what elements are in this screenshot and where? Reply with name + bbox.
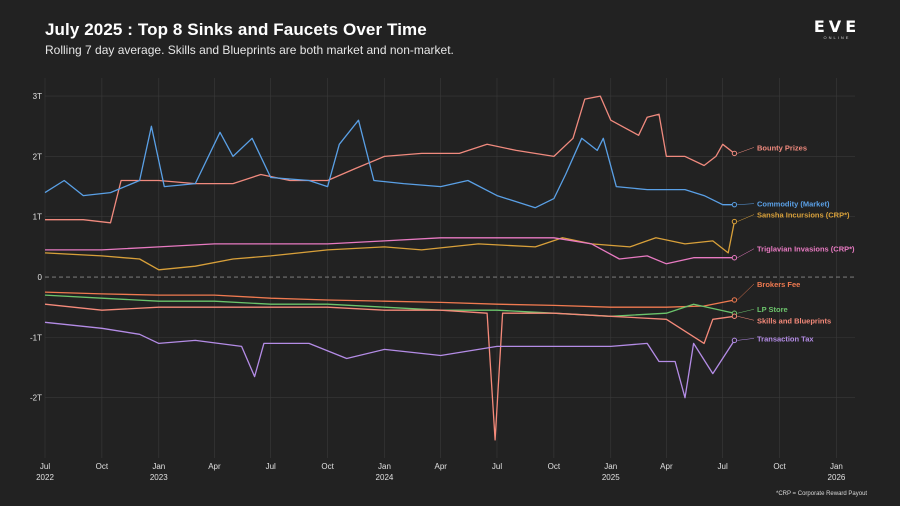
x-tick-label: Jul: [492, 462, 502, 471]
series-label: Commodity (Market): [757, 200, 830, 209]
label-leader-line: [737, 214, 755, 222]
x-tick-label: Jan: [152, 462, 165, 471]
x-tick-year-label: 2025: [602, 473, 620, 482]
label-leader-line: [737, 147, 755, 154]
series-end-marker: [731, 337, 738, 344]
logo-subtext: ONLINE: [823, 35, 851, 40]
x-tick-label: Jul: [40, 462, 50, 471]
x-tick-year-label: 2022: [36, 473, 54, 482]
series-label: Transaction Tax: [757, 334, 814, 343]
series-line: [44, 303, 735, 441]
x-tick-label: Apr: [660, 462, 673, 471]
y-tick-label: 1T: [33, 213, 42, 222]
series-line: [44, 221, 736, 271]
x-tick-label: Jul: [266, 462, 276, 471]
chart-title: July 2025 : Top 8 Sinks and Faucets Over…: [45, 20, 427, 39]
label-leader-line: [737, 283, 755, 301]
x-tick-label: Oct: [96, 462, 109, 471]
series-label: Brokers Fee: [757, 280, 800, 289]
eve-online-logo: EVE ONLINE: [806, 19, 868, 47]
series-end-marker: [731, 313, 738, 319]
logo-wordmark: EVE: [813, 17, 861, 36]
series-line: [44, 119, 735, 209]
series-label: Bounty Prizes: [757, 143, 807, 152]
series-line: [44, 321, 735, 399]
label-leader-line: [737, 338, 755, 341]
x-tick-year-label: 2023: [150, 473, 168, 482]
series-label: LP Store: [757, 305, 788, 314]
series-end-marker: [731, 150, 738, 157]
y-tick-label: 2T: [33, 152, 42, 161]
series-label: Skills and Blueprints: [757, 316, 831, 325]
y-tick-label: 0: [38, 273, 43, 282]
series-end-marker: [731, 201, 738, 208]
series-line: [44, 291, 735, 308]
y-tick-label: 3T: [33, 92, 42, 101]
series-end-marker: [731, 255, 738, 261]
series-end-marker: [731, 297, 738, 303]
x-tick-label: Jan: [604, 462, 617, 471]
series-label: Sansha Incursions (CRP*): [757, 211, 850, 220]
x-tick-year-label: 2026: [828, 473, 846, 482]
x-tick-label: Apr: [208, 462, 221, 471]
x-tick-label: Jan: [378, 462, 391, 471]
series-label: Triglavian Invasions (CRP*): [757, 245, 855, 254]
x-tick-label: Oct: [773, 462, 786, 471]
x-tick-label: Oct: [548, 462, 561, 471]
label-leader-line: [737, 248, 755, 258]
series-end-marker: [731, 218, 738, 225]
x-tick-label: Oct: [321, 462, 334, 471]
label-leader-line: [737, 316, 755, 321]
y-tick-label: -1T: [30, 333, 42, 342]
footnote: *CRP = Corporate Reward Payout: [776, 491, 868, 497]
y-tick-label: -2T: [30, 394, 42, 403]
label-leader-line: [737, 203, 755, 205]
series-line: [44, 294, 735, 317]
x-tick-label: Apr: [434, 462, 447, 471]
label-leader-line: [737, 308, 755, 314]
chart-subtitle: Rolling 7 day average. Skills and Bluepr…: [45, 43, 454, 57]
series-line: [45, 237, 735, 265]
x-tick-label: Jul: [718, 462, 728, 471]
series-line: [45, 95, 735, 224]
x-tick-year-label: 2024: [376, 473, 394, 482]
x-tick-label: Jan: [830, 462, 843, 471]
